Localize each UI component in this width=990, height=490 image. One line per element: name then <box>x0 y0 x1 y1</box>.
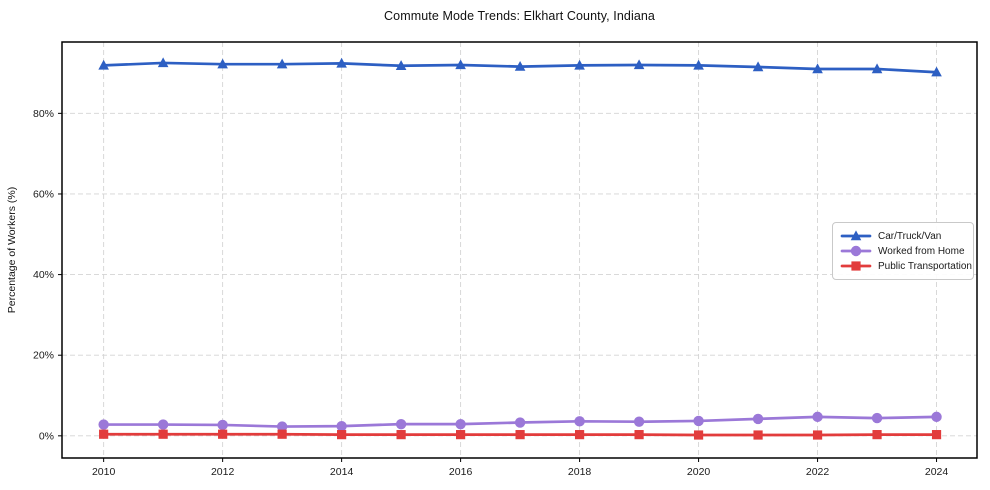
x-tick-label: 2016 <box>449 466 473 478</box>
series-worked-from-home <box>98 411 942 432</box>
y-tick-label: 20% <box>33 350 54 362</box>
data-point-marker <box>850 230 862 241</box>
data-point-marker <box>455 418 466 430</box>
legend-line-sample-icon <box>840 245 872 257</box>
data-point-marker <box>98 419 109 430</box>
legend-label: Public Transportation <box>878 260 972 272</box>
x-tick-label: 2022 <box>806 466 830 478</box>
data-point-marker <box>157 57 169 68</box>
y-tick-label: 60% <box>33 188 54 200</box>
data-point-marker <box>693 59 704 70</box>
data-point-marker <box>812 63 823 74</box>
data-point-marker <box>395 418 407 430</box>
data-point-marker <box>931 411 942 423</box>
grid <box>62 42 977 458</box>
data-point-marker <box>872 430 882 440</box>
data-point-marker <box>217 58 228 69</box>
data-point-marker <box>931 430 942 440</box>
data-point-marker <box>456 430 466 440</box>
data-point-marker <box>99 429 109 439</box>
legend-label: Worked from Home <box>878 245 965 257</box>
data-point-marker <box>395 60 407 70</box>
legend-line-sample-icon <box>840 261 872 271</box>
data-point-marker <box>851 261 861 271</box>
legend: Car/Truck/Van Worked from Home Public Tr… <box>832 222 974 280</box>
chart-title: Commute Mode Trends: Elkhart County, Ind… <box>384 9 655 23</box>
data-point-marker <box>753 430 763 440</box>
data-point-marker <box>515 430 525 440</box>
data-point-marker <box>276 421 288 432</box>
data-point-marker <box>871 63 883 74</box>
series-public-transportation <box>99 429 942 440</box>
data-point-marker <box>693 415 704 427</box>
data-point-marker <box>752 61 764 72</box>
data-point-marker <box>812 411 823 423</box>
x-tick-label: 2020 <box>687 466 711 478</box>
legend-item-worked-from-home: Worked from Home <box>840 244 965 258</box>
data-point-marker <box>277 429 287 439</box>
tick-labels: 2010 2012 2014 2016 2018 2020 2022 2024 0% 20% 40%… <box>33 108 948 478</box>
data-point-marker <box>693 430 704 440</box>
x-tick-label: 2024 <box>925 466 949 478</box>
data-point-marker <box>98 59 109 70</box>
plot-border <box>61 41 978 459</box>
data-point-marker <box>574 430 585 440</box>
data-point-marker <box>850 245 862 257</box>
x-tick-label: 2012 <box>211 466 235 478</box>
data-point-marker <box>337 430 347 440</box>
data-point-marker <box>218 429 228 439</box>
data-point-marker <box>752 413 764 425</box>
legend-item-public-transportation: Public Transportation <box>840 259 972 273</box>
y-tick-label: 40% <box>33 269 54 281</box>
data-point-marker <box>455 59 466 70</box>
data-point-marker <box>633 416 645 427</box>
data-point-marker <box>931 66 942 77</box>
data-point-marker <box>634 430 644 440</box>
data-point-marker <box>157 419 169 430</box>
data-point-marker <box>158 429 168 439</box>
series-car-truck-van <box>98 57 942 77</box>
data-point-marker <box>574 59 585 70</box>
y-tick-label: 0% <box>39 430 54 442</box>
y-tick-label: 80% <box>33 108 54 120</box>
legend-item-car-truck-van: Car/Truck/Van <box>840 229 965 243</box>
x-tick-label: 2014 <box>330 466 354 478</box>
ticks <box>58 112 938 462</box>
data-point-marker <box>574 416 585 427</box>
data-point-marker <box>514 417 526 428</box>
data-point-marker <box>871 412 883 424</box>
data-point-marker <box>812 430 823 440</box>
data-point-marker <box>633 59 645 70</box>
data-point-marker <box>396 430 406 440</box>
legend-label: Car/Truck/Van <box>878 230 942 242</box>
data-point-marker <box>276 58 288 69</box>
data-point-marker <box>336 57 347 68</box>
data-point-marker <box>217 419 228 431</box>
x-tick-label: 2018 <box>568 466 592 478</box>
x-tick-label: 2010 <box>92 466 116 478</box>
legend-line-sample-icon <box>840 230 872 241</box>
data-point-marker <box>336 420 347 432</box>
data-point-marker <box>514 60 526 71</box>
